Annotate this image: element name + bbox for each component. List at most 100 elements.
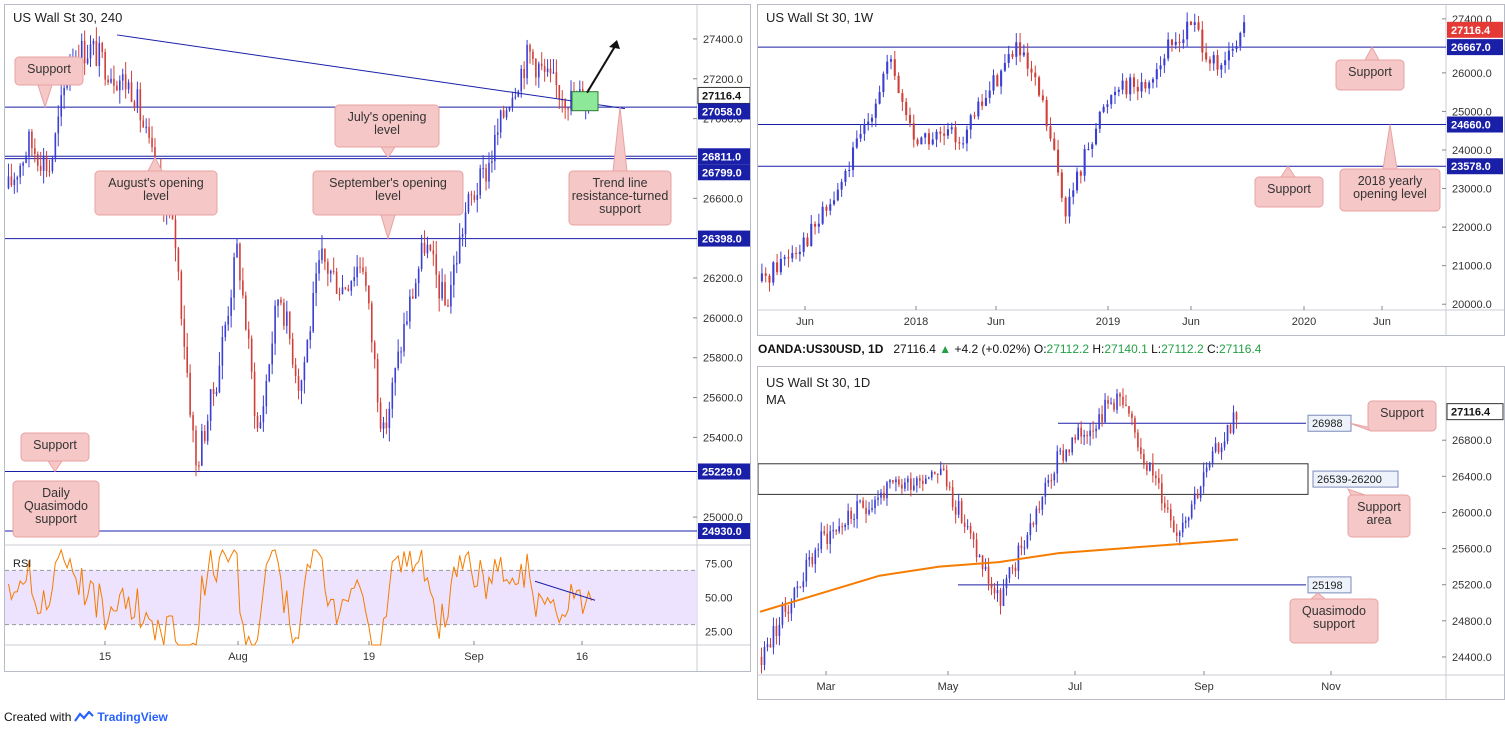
w1-candle — [772, 262, 775, 283]
h4-y-tick: 26600.0 — [703, 193, 743, 205]
d1-price-tag-label: 27116.4 — [1451, 407, 1491, 419]
h4-price-tag-label: 26811.0 — [702, 151, 741, 163]
h4-candle — [31, 131, 33, 149]
h4-candle — [414, 283, 417, 299]
h4-candle — [411, 296, 414, 299]
h4-candle — [297, 376, 300, 391]
w1-candle — [1110, 95, 1113, 105]
w1-y-tick: 22000.0 — [1452, 222, 1492, 234]
d1-price-tag — [1446, 403, 1504, 421]
h4-candle — [13, 179, 16, 186]
w1-candle — [1030, 68, 1033, 73]
d1-candle — [1011, 567, 1014, 569]
h4-candle — [262, 406, 265, 423]
w1-candle — [1205, 52, 1208, 60]
d1-candle — [1023, 547, 1026, 549]
d1-candle — [1014, 567, 1017, 571]
h4-candle — [494, 134, 496, 162]
d1-candle — [775, 625, 778, 636]
d1-candle — [811, 557, 814, 565]
d1-candle — [847, 510, 849, 525]
d1-y-tick: 25200.0 — [1452, 580, 1492, 592]
h4-candle — [133, 101, 136, 108]
h4-y-tick: 27200.0 — [703, 74, 743, 86]
h4-rsi-line — [8, 548, 592, 646]
d1-candle — [868, 509, 870, 514]
d1-callout-text: Quasimodo — [1302, 604, 1366, 618]
d1-candle — [1131, 413, 1133, 419]
h4-buy-zone — [571, 91, 599, 112]
h4-y-tick: 25600.0 — [703, 393, 743, 405]
d1-callout — [1367, 400, 1437, 432]
h4-callout — [312, 170, 464, 216]
d1-candle — [829, 531, 832, 544]
w1-candle — [848, 169, 851, 171]
h4-candle — [124, 74, 127, 90]
d1-candle — [1020, 545, 1023, 549]
h4-candle — [318, 259, 320, 274]
h4-candle — [98, 43, 101, 66]
h4-candle — [113, 78, 115, 86]
daily-chart-panel[interactable]: 26800.0 26400.0 26000.0 25600.0 25200.0 24800… — [757, 366, 1505, 700]
h4-chart-panel[interactable]: 75.00 50.00 25.00 27400.0 27200.0 27000.0 266… — [4, 4, 751, 672]
h4-candle — [543, 66, 546, 72]
w1-candle — [946, 129, 949, 136]
w1-y-tick: 25000.0 — [1452, 106, 1492, 118]
w1-candle — [776, 262, 779, 273]
d1-candle — [936, 473, 939, 475]
weekly-chart-panel[interactable]: 27400.0 26000.0 25000.0 24000.0 23000.0 22000… — [757, 4, 1505, 336]
h4-candle — [467, 194, 470, 213]
w1-candle — [1170, 39, 1174, 45]
d1-candle — [1181, 522, 1184, 533]
w1-candle — [1235, 46, 1238, 49]
d1-x-tick: Sep — [1194, 681, 1214, 693]
d1-candle — [1205, 467, 1208, 473]
d1-candle — [778, 624, 781, 636]
h4-price-tag-label: 24930.0 — [702, 526, 742, 538]
d1-candle — [1223, 441, 1226, 448]
d1-candle — [892, 480, 894, 483]
d1-candle — [1178, 532, 1181, 536]
footer-brand[interactable]: TradingView — [97, 710, 168, 724]
d1-y-tick: 24400.0 — [1452, 652, 1492, 664]
d1-candle — [927, 477, 930, 479]
h4-candle — [526, 44, 528, 79]
d1-candle — [871, 508, 873, 510]
d1-candle — [814, 549, 817, 565]
h4-candle — [455, 262, 458, 265]
symbol-info-row: OANDA:US30USD, 1D 27116.4 ▲ +4.2 (+0.02%… — [758, 342, 1261, 356]
h4-price-tag — [698, 230, 750, 247]
d1-candle — [1134, 418, 1136, 433]
w1-candle — [779, 258, 782, 273]
d1-callout-pointer — [1309, 592, 1327, 600]
h4-candle — [198, 465, 200, 467]
w1-candle — [1049, 126, 1052, 139]
h4-candle — [520, 68, 523, 92]
h4-candle — [259, 422, 262, 428]
w1-candle — [825, 206, 828, 211]
w1-candle — [1121, 80, 1124, 90]
w1-candle — [802, 237, 805, 252]
d1-callout-text: support — [1313, 617, 1355, 631]
h4-candle — [365, 271, 367, 286]
h4-candle — [277, 299, 279, 306]
d1-candle — [1172, 520, 1175, 533]
w1-candle — [791, 253, 794, 259]
h4-candle — [247, 329, 250, 339]
h4-candle — [406, 321, 408, 325]
d1-candle — [895, 479, 897, 483]
d1-candle — [924, 478, 927, 484]
w1-candle — [927, 133, 931, 145]
low-label: L: — [1151, 342, 1162, 356]
d1-candle — [796, 586, 799, 589]
h4-candle — [180, 271, 183, 319]
open-value: 27112.2 — [1046, 342, 1090, 356]
h4-candle — [256, 415, 259, 428]
w1-candle — [1197, 22, 1200, 30]
h4-price-tag-label: 27116.4 — [702, 90, 742, 102]
weekly-chart[interactable]: 27400.026000.025000.024000.023000.022000… — [758, 5, 1504, 335]
h4-y-tick: 25400.0 — [703, 432, 743, 444]
w1-candle — [1136, 86, 1139, 92]
daily-chart[interactable]: 26800.0 26400.0 26000.0 25600.0 25200.0 24800… — [757, 367, 1504, 699]
